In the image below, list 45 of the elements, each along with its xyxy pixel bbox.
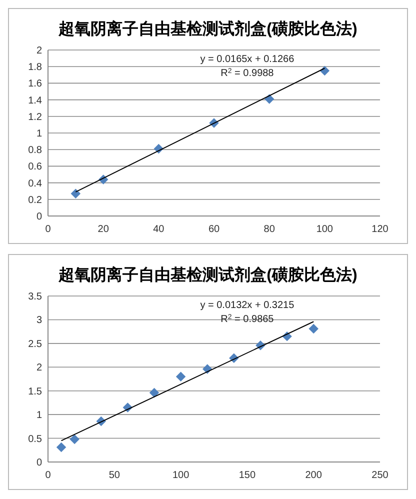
- point: [70, 188, 81, 198]
- y-tick-label: 2.5: [28, 338, 42, 350]
- chart-title: 超氧阴离子自由基检测试剂盒(磺胺比色法): [58, 19, 358, 38]
- y-tick-label: 0: [36, 458, 42, 468]
- y-tick-label: 1.6: [28, 78, 42, 90]
- point: [56, 442, 66, 452]
- y-tick-label: 2: [36, 46, 42, 56]
- y-tick-label: 1: [36, 410, 42, 422]
- x-tick-label: 150: [238, 470, 256, 481]
- point: [70, 434, 80, 444]
- y-tick-label: 0.2: [28, 194, 42, 206]
- y-tick-label: 0.6: [28, 162, 42, 173]
- y-tick-label: 3: [36, 315, 42, 326]
- chart-title: 超氧阴离子自由基检测试剂盒(磺胺比色法): [58, 265, 358, 284]
- x-tick-label: 120: [372, 224, 389, 235]
- x-tick-label: 0: [45, 470, 52, 481]
- x-tick-label: 40: [153, 224, 165, 235]
- x-tick-label: 100: [316, 224, 334, 235]
- x-tick-label: 200: [305, 470, 322, 481]
- y-tick-label: 0: [36, 212, 42, 222]
- y-tick-label: 2: [36, 362, 42, 374]
- x-tick-label: 50: [108, 470, 120, 481]
- point: [176, 372, 186, 382]
- x-tick-label: 60: [208, 224, 220, 235]
- y-tick-label: 1.2: [28, 112, 42, 123]
- x-tick-label: 100: [172, 470, 190, 481]
- y-tick-label: 1.5: [28, 386, 42, 398]
- annotation: y = 0.0165x + 0.1266: [200, 54, 295, 65]
- x-tick-label: 20: [98, 224, 110, 235]
- y-tick-label: 0.4: [28, 178, 42, 190]
- annotation: R$^{2}$ = 0.9988: [220, 68, 274, 79]
- x-tick-label: 80: [264, 224, 276, 235]
- y-tick-label: 1.8: [28, 62, 42, 74]
- annotation: y = 0.0132x + 0.3215: [200, 300, 295, 311]
- point: [308, 324, 318, 334]
- y-tick-label: 1.4: [28, 95, 42, 106]
- y-tick-label: 0.5: [28, 434, 42, 445]
- point: [264, 94, 274, 104]
- y-tick-label: 0.8: [28, 145, 42, 156]
- y-tick-label: 3.5: [28, 292, 42, 302]
- y-tick-label: 1: [36, 128, 42, 140]
- annotation: R$^{2}$ = 0.9865: [220, 314, 274, 325]
- point: [149, 388, 160, 398]
- x-tick-label: 0: [45, 224, 52, 235]
- x-tick-label: 250: [372, 470, 389, 481]
